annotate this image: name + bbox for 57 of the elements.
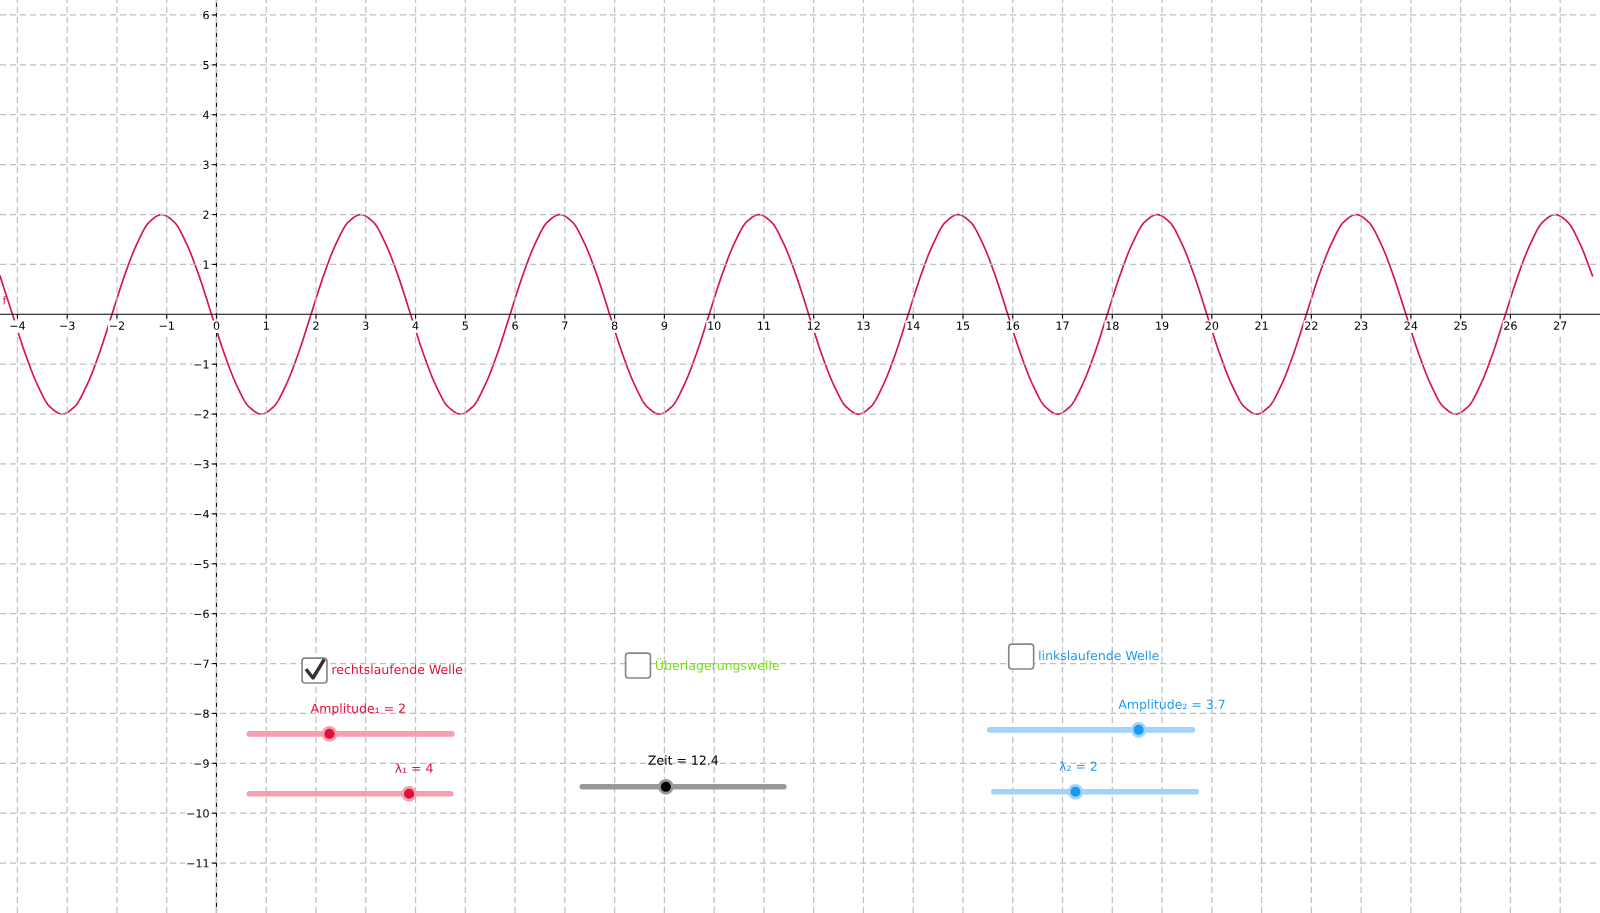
y-tick-label: 1 — [203, 260, 209, 269]
x-tick-label: −2 — [109, 321, 125, 330]
x-tick-label: 5 — [462, 321, 468, 330]
annotation: Amplitude₁ = 2 — [310, 703, 405, 716]
annotation: Überlagerungswelle — [656, 658, 779, 673]
x-tick-label: 4 — [412, 321, 419, 330]
y-tick-label: 6 — [203, 10, 209, 20]
x-tick-label: 8 — [611, 321, 618, 330]
y-tick-label: −3 — [194, 459, 209, 469]
x-tick-label: −1 — [159, 321, 174, 330]
x-tick-label: 20 — [1205, 321, 1219, 330]
y-tick-label: −8 — [194, 709, 209, 718]
x-tick-label: 23 — [1354, 321, 1368, 330]
y-tick-label: 4 — [203, 110, 209, 119]
x-tick-label: 17 — [1056, 321, 1069, 330]
y-tick-label: −1 — [194, 360, 209, 369]
annotation: λ₂ = 2 — [1059, 761, 1097, 771]
x-tick-label: 7 — [562, 321, 568, 330]
x-tick-label: 24 — [1404, 321, 1418, 330]
y-tick-label: −4 — [194, 509, 209, 519]
y-tick-label: 3 — [203, 160, 209, 170]
x-tick-label: 2 — [313, 321, 319, 330]
x-tick-label: 10 — [708, 321, 721, 330]
x-tick-label: 15 — [957, 321, 970, 330]
y-tick-label: −2 — [194, 410, 209, 419]
annotation: rechtslaufende Welle — [332, 664, 463, 675]
x-tick-label: 16 — [1006, 321, 1020, 330]
x-tick-label: −4 — [10, 321, 25, 330]
x-tick-label: 19 — [1156, 321, 1169, 330]
annotation: linkslaufende Welle — [1039, 650, 1159, 661]
x-tick-label: 13 — [857, 321, 870, 330]
x-tick-label: 22 — [1305, 321, 1318, 330]
x-tick-label: 3 — [363, 321, 369, 330]
x-tick-label: −3 — [60, 321, 75, 330]
y-tick-label: 5 — [203, 60, 209, 70]
x-tick-label: 18 — [1106, 321, 1119, 330]
x-tick-label: 25 — [1454, 321, 1467, 330]
x-tick-label: 0 — [213, 321, 220, 330]
y-tick-label: 2 — [203, 210, 209, 219]
y-tick-label: −5 — [194, 559, 209, 569]
x-tick-label: 14 — [907, 321, 920, 330]
x-tick-label: 9 — [661, 321, 668, 330]
annotation: λ₁ = 4 — [395, 763, 433, 773]
x-tick-label: 6 — [512, 321, 518, 330]
y-tick-label: −6 — [194, 609, 209, 619]
x-tick-label: 26 — [1504, 321, 1517, 330]
x-tick-label: 21 — [1255, 321, 1268, 330]
y-tick-label: −11 — [187, 859, 209, 868]
y-tick-label: −10 — [187, 809, 209, 818]
x-tick-label: 11 — [758, 321, 770, 330]
y-tick-label: −7 — [194, 659, 209, 668]
x-tick-label: 27 — [1553, 321, 1567, 330]
annotation: Zeit = 12.4 — [648, 755, 719, 765]
y-tick-label: −9 — [194, 759, 209, 768]
annotation: Amplitude₂ = 3.7 — [1118, 699, 1225, 712]
x-tick-label: 12 — [807, 321, 820, 330]
x-tick-label: 1 — [263, 321, 269, 330]
